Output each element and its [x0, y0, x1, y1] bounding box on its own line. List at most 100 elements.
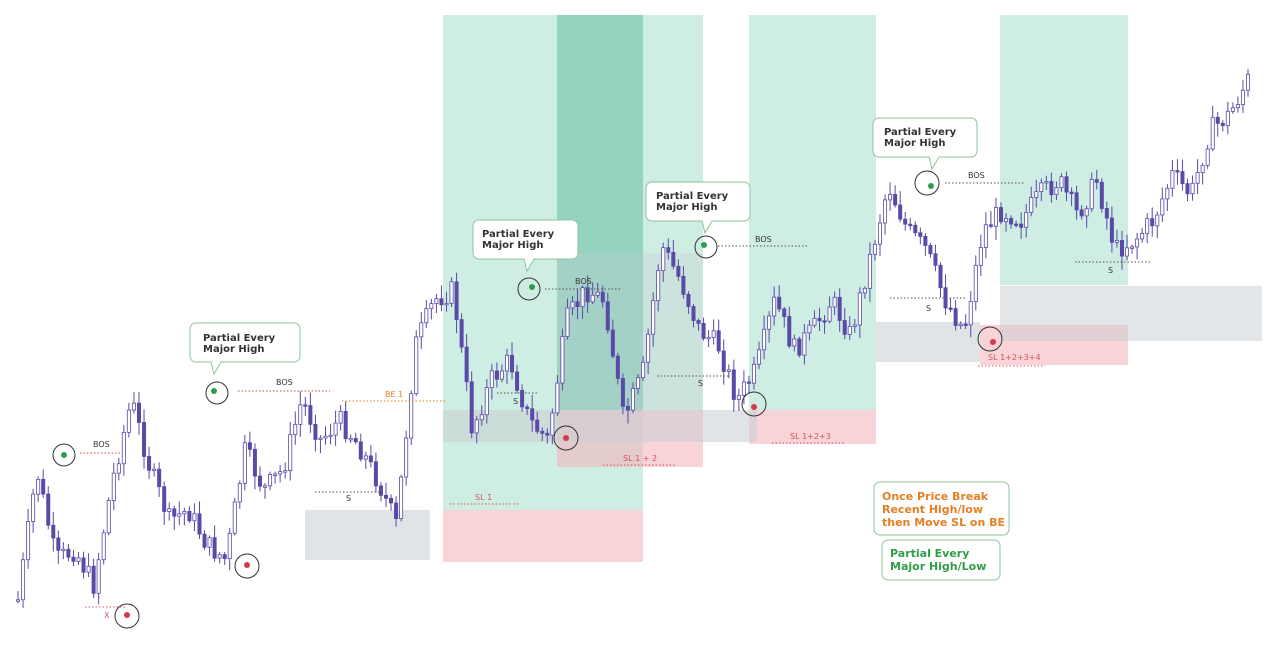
- candle-body: [751, 363, 756, 384]
- candle-body: [1130, 246, 1135, 249]
- candle-body: [1039, 182, 1044, 193]
- candle-body: [308, 405, 313, 425]
- sl-label-1: SL 1: [475, 493, 492, 502]
- candle-body: [91, 565, 96, 594]
- candle-body: [525, 406, 530, 410]
- candle-body: [1119, 240, 1124, 257]
- candle-body: [136, 402, 141, 423]
- candle-body: [278, 471, 283, 475]
- candle-body: [126, 409, 131, 433]
- candle-body: [237, 482, 242, 503]
- legend-partial-rule: Partial Every Major High/Low: [881, 539, 1001, 581]
- candle-body: [469, 381, 474, 434]
- candle-body: [666, 247, 671, 253]
- candle-body: [736, 394, 741, 400]
- high-marker-ring-3: [517, 277, 541, 301]
- candle-body: [1074, 192, 1079, 211]
- candle-body: [121, 431, 126, 465]
- candle-body: [1210, 116, 1215, 150]
- candle-body: [817, 317, 822, 322]
- candle-body: [515, 371, 520, 391]
- callout-2-bubble: [472, 219, 579, 273]
- legend-be-line2: Recent High/low: [882, 503, 983, 516]
- candle-body: [318, 437, 323, 440]
- candle-body: [636, 377, 641, 389]
- candle-body: [494, 370, 499, 380]
- candle-body: [207, 537, 212, 548]
- candle-body: [701, 322, 706, 339]
- candle-body: [21, 559, 26, 601]
- candle-body: [268, 474, 273, 487]
- bos-label-2: BOS: [276, 378, 293, 387]
- candle-body: [696, 320, 701, 324]
- candle-body: [167, 508, 172, 512]
- candle-body: [293, 423, 298, 436]
- candle-body: [893, 193, 898, 206]
- candle-body: [257, 475, 262, 487]
- candle-body: [378, 485, 383, 496]
- candle-body: [671, 251, 676, 267]
- candle-body: [358, 441, 363, 460]
- candle-body: [1246, 73, 1251, 91]
- stop-zone-3: [749, 410, 876, 444]
- candle-body: [152, 468, 157, 472]
- candle-body: [852, 324, 857, 327]
- candle-body: [605, 301, 610, 331]
- candle-body: [837, 296, 842, 321]
- candle-body: [721, 350, 726, 372]
- profit-zone-overlap: [557, 15, 643, 410]
- candle-body: [1190, 182, 1195, 195]
- candle-body: [454, 281, 459, 320]
- low-marker-dot-3: [563, 435, 569, 441]
- candle-body: [857, 292, 862, 326]
- callout-2: Partial Every Major High: [472, 219, 579, 273]
- candle-body: [1049, 181, 1054, 196]
- candle-body: [615, 355, 620, 379]
- low-marker-dot-4: [751, 404, 757, 410]
- candle-body: [383, 494, 388, 499]
- s-label-5: S: [1108, 266, 1113, 275]
- candle-body: [595, 291, 600, 296]
- candle-body: [681, 275, 686, 295]
- level-lines: [80, 182, 1150, 608]
- candle-body: [1125, 247, 1130, 257]
- candle-body: [570, 301, 575, 309]
- candle-body: [822, 320, 827, 323]
- candle-body: [499, 370, 504, 380]
- candle-body: [1099, 181, 1104, 209]
- candle-body: [1054, 187, 1059, 196]
- candle-body: [338, 410, 343, 424]
- bos-label-3: BOS: [575, 277, 592, 286]
- candle-body: [15, 599, 20, 602]
- candle-body: [489, 370, 494, 389]
- candle-body: [61, 548, 66, 552]
- high-marker-dot-1: [61, 452, 67, 458]
- high-marker-dot-2: [211, 388, 217, 394]
- candle-body: [767, 315, 772, 330]
- legend-be-box: [873, 481, 1010, 536]
- candle-body: [580, 287, 585, 308]
- candle-body: [686, 293, 691, 307]
- candle-body: [676, 265, 681, 277]
- candle-body: [651, 300, 656, 335]
- candle-body: [510, 354, 515, 373]
- swing-markers: [52, 170, 1003, 629]
- high-marker-ring-1: [52, 443, 76, 467]
- candle-body: [948, 307, 953, 310]
- candle-body: [1200, 164, 1205, 173]
- callout-2-line2: Major High: [482, 240, 543, 251]
- candle-body: [983, 224, 988, 248]
- candle-body: [1069, 191, 1074, 195]
- low-marker-ring-2: [234, 553, 260, 579]
- candle-body: [247, 442, 252, 450]
- high-marker-ring-4: [694, 235, 718, 259]
- candle-body: [429, 303, 434, 310]
- candle-body: [1230, 107, 1235, 112]
- candle-body: [1059, 176, 1064, 189]
- candle-body: [1089, 179, 1094, 210]
- candle-body: [787, 316, 792, 347]
- candle-body: [1240, 89, 1245, 105]
- candle-body: [414, 336, 419, 395]
- candle-body: [988, 224, 993, 227]
- candle-body: [625, 405, 630, 411]
